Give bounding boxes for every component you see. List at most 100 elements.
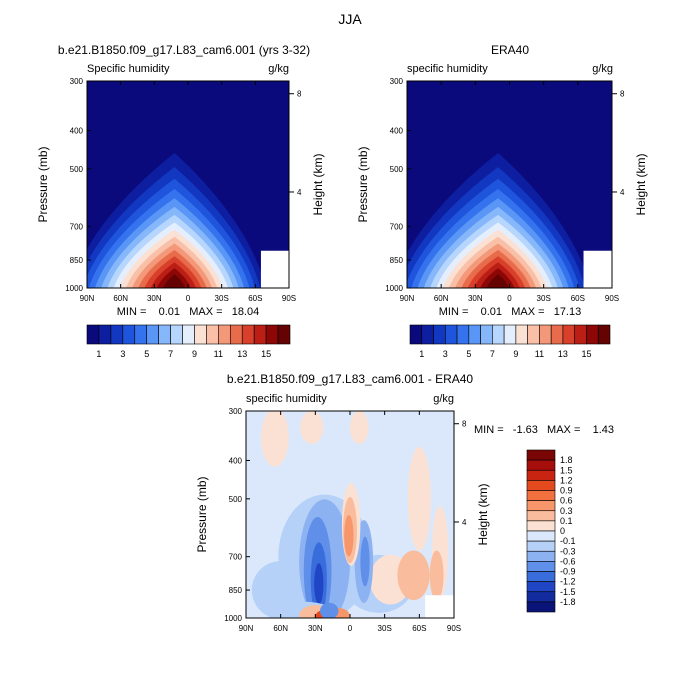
colorbar-swatch <box>550 324 564 345</box>
colorbar-label: -1.8 <box>560 597 576 607</box>
x-tick-label: 30S <box>378 624 392 633</box>
y-tick-label: 850 <box>70 256 84 265</box>
colorbar-label: 7 <box>490 349 495 359</box>
panel-model: b.e21.B1850.f09_g17.L83_cam6.001 (yrs 3-… <box>36 43 325 318</box>
colorbar-label: 1 <box>96 349 101 359</box>
colorbar-swatch <box>229 324 243 345</box>
contour-blob <box>344 515 354 557</box>
contour-blob <box>360 536 370 587</box>
x-tick-label: 0 <box>186 294 191 303</box>
y-axis-right-label: Height (km) <box>311 153 325 215</box>
colorbar-swatch <box>526 449 556 461</box>
units-label: g/kg <box>592 63 613 75</box>
colorbar-swatch <box>170 324 183 345</box>
colorbar-swatch <box>526 510 556 522</box>
y-right-tick-label: 4 <box>462 518 467 527</box>
colorbar-label: 0 <box>560 526 565 536</box>
colorbar-swatch <box>134 324 148 345</box>
x-tick-label: 90S <box>447 624 461 633</box>
y-tick-label: 700 <box>70 223 84 232</box>
colorbar-label: 1.8 <box>560 455 573 465</box>
y-right-tick-label: 8 <box>297 90 302 99</box>
colorbar-label: 5 <box>466 349 471 359</box>
colorbar-label: 15 <box>261 349 271 359</box>
terrain-mask <box>583 250 612 288</box>
stats-text: MIN = 0.01 MAX = 17.13 <box>439 306 581 318</box>
contour-level <box>163 274 186 288</box>
y-right-tick-label: 4 <box>297 188 302 197</box>
contour-level <box>486 274 509 288</box>
contour-blob <box>314 563 324 605</box>
y-axis-right-label: Height (km) <box>476 483 490 545</box>
colorbar-era40: 1 3 5 7 9 11 13 15 <box>409 324 611 359</box>
colorbar-label: 1.5 <box>560 465 573 475</box>
units-label: g/kg <box>268 63 289 75</box>
colorbar-swatch <box>526 540 556 552</box>
colorbar-swatch <box>586 324 599 345</box>
colorbar-swatch <box>526 500 556 512</box>
colorbar-swatch <box>527 324 540 345</box>
colorbar-label: -0.3 <box>560 546 576 556</box>
colorbar-swatch <box>539 324 552 345</box>
colorbar-label: 5 <box>144 349 149 359</box>
colorbar-swatch <box>98 324 112 345</box>
plot-axes: 90N 60N 30N 0 30S 60S 90S 300 400 500 700 850 1000 8 4… <box>36 77 325 303</box>
colorbar-swatch <box>526 581 556 593</box>
colorbar-label: 0.1 <box>560 516 573 526</box>
y-tick-label: 400 <box>70 126 84 135</box>
colorbar-swatch <box>526 561 556 572</box>
colorbar-label: 0.6 <box>560 496 573 506</box>
colorbar-swatch <box>526 520 556 532</box>
colorbar-swatch <box>526 490 556 501</box>
colorbar-swatch <box>492 324 505 345</box>
colorbar-label: 1 <box>419 349 424 359</box>
y-tick-label: 850 <box>390 256 404 265</box>
colorbar-swatch <box>480 324 493 345</box>
colorbar-label: 11 <box>214 349 223 359</box>
x-tick-label: 30N <box>308 624 323 633</box>
colorbar-swatch <box>468 324 481 345</box>
colorbar-label: 7 <box>168 349 173 359</box>
y-tick-label: 1000 <box>65 284 83 293</box>
colorbar-difference: 1.81.51.20.90.60.30.10-0.1-0.3-0.6-0.9-1… <box>526 449 576 613</box>
y-tick-label: 400 <box>390 126 404 135</box>
contour-blob <box>350 411 369 444</box>
contour-blob <box>319 602 339 618</box>
colorbar-model: 1 3 5 7 9 11 13 15 <box>86 324 291 359</box>
panel-title: b.e21.B1850.f09_g17.L83_cam6.001 (yrs 3-… <box>58 43 310 57</box>
colorbar-label: 1.2 <box>560 475 573 485</box>
x-tick-label: 30N <box>468 294 483 303</box>
colorbar-label: 13 <box>237 349 247 359</box>
x-tick-label: 90N <box>239 624 254 633</box>
colorbar-swatch <box>562 324 576 345</box>
colorbar-swatch <box>456 324 470 345</box>
stats-text: MIN = -1.63 MAX = 1.43 <box>474 424 614 436</box>
colorbar-swatch <box>515 324 528 345</box>
contour-plot <box>246 411 454 618</box>
y-tick-label: 400 <box>229 456 243 465</box>
colorbar-swatch <box>421 324 434 345</box>
stats-text: MIN = 0.01 MAX = 18.04 <box>117 306 259 318</box>
colorbar-swatch <box>526 591 556 603</box>
left-label: specific humidity <box>246 393 327 405</box>
colorbar-label: 3 <box>443 349 448 359</box>
y-tick-label: 1000 <box>385 284 403 293</box>
y-axis-label: Pressure (mb) <box>195 476 209 552</box>
y-tick-label: 700 <box>229 553 243 562</box>
units-label: g/kg <box>433 393 454 405</box>
colorbar-swatch <box>122 324 136 345</box>
x-tick-label: 60N <box>434 294 449 303</box>
y-tick-label: 500 <box>70 165 84 174</box>
colorbar-label: -1.5 <box>560 587 576 597</box>
colorbar-swatch <box>110 324 124 345</box>
x-tick-label: 90S <box>282 294 296 303</box>
colorbar-swatch <box>526 601 556 613</box>
colorbar-label: 15 <box>581 349 591 359</box>
colorbar-swatch <box>253 324 267 345</box>
colorbar-swatch <box>241 324 255 345</box>
panel-era40: ERA40 specific humidity g/kg 90N 60N 30N 0 3… <box>356 43 648 318</box>
colorbar-swatch <box>526 530 556 542</box>
x-tick-label: 0 <box>507 294 512 303</box>
plot-axes: 90N 60N 30N 0 30S 60S 90S 300 400 500 700 850 1000 8 4… <box>195 407 490 633</box>
y-tick-label: 300 <box>390 77 404 86</box>
